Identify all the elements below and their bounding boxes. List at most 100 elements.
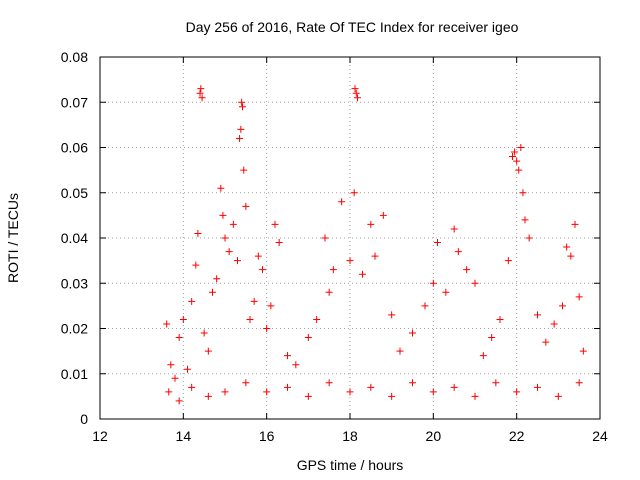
x-tick-label: 14	[176, 428, 192, 444]
data-point	[534, 383, 541, 391]
data-point	[346, 257, 354, 265]
data-point	[571, 220, 579, 228]
data-point	[263, 388, 271, 396]
data-point	[492, 379, 500, 387]
data-point	[442, 288, 450, 296]
data-point	[271, 220, 279, 228]
y-tick-label: 0.03	[61, 275, 88, 291]
grid-lines	[100, 57, 600, 419]
data-point	[196, 89, 204, 97]
data-point	[559, 302, 566, 310]
data-point	[521, 216, 529, 224]
data-point	[209, 288, 216, 296]
data-point	[284, 383, 291, 391]
data-point	[171, 374, 179, 382]
y-tick-label: 0.01	[61, 366, 88, 382]
data-point	[575, 293, 583, 301]
y-tick-label: 0.07	[61, 94, 88, 110]
data-point	[275, 239, 283, 247]
data-point	[238, 98, 246, 106]
data-point	[421, 302, 429, 310]
data-point	[563, 243, 571, 251]
data-point	[292, 361, 300, 369]
data-point	[513, 157, 521, 165]
data-point	[304, 392, 312, 400]
data-point	[239, 103, 246, 111]
data-point	[388, 311, 396, 319]
data-point	[515, 166, 523, 174]
data-point	[550, 320, 558, 328]
x-tick-label: 18	[342, 428, 358, 444]
data-point	[367, 383, 375, 391]
data-point	[388, 392, 396, 400]
data-point	[198, 94, 206, 102]
data-point	[450, 225, 458, 233]
x-tick-label: 16	[259, 428, 275, 444]
data-point	[179, 315, 187, 323]
data-point	[354, 94, 361, 102]
y-tick-label: 0.04	[61, 230, 88, 246]
data-point	[213, 275, 221, 283]
data-point	[175, 397, 183, 405]
data-point	[534, 311, 541, 319]
data-point	[163, 320, 171, 328]
data-point	[511, 148, 519, 156]
data-point	[188, 297, 196, 305]
data-point	[509, 153, 516, 161]
x-tick-label: 22	[509, 428, 525, 444]
data-point	[450, 383, 458, 391]
data-point	[175, 334, 183, 342]
data-point	[579, 347, 587, 355]
data-point	[525, 234, 533, 242]
chart-title: Day 256 of 2016, Rate Of TEC Index for r…	[186, 19, 519, 35]
data-point	[488, 334, 496, 342]
data-points	[163, 85, 587, 405]
y-tick-label: 0.06	[61, 140, 88, 156]
data-point	[325, 379, 333, 387]
data-point	[234, 257, 241, 265]
data-point	[371, 252, 379, 260]
data-point	[409, 379, 416, 387]
data-point	[504, 257, 512, 265]
x-tick-label: 12	[92, 428, 108, 444]
x-tick-label: 20	[426, 428, 442, 444]
data-point	[254, 252, 262, 260]
data-point	[338, 198, 346, 206]
data-point	[325, 288, 333, 296]
data-point	[409, 329, 416, 337]
data-point	[321, 234, 329, 242]
data-point	[221, 388, 229, 396]
data-point	[379, 211, 387, 219]
data-point	[313, 315, 321, 323]
y-axis-label: ROTI / TECUs	[5, 193, 21, 283]
data-point	[236, 134, 244, 142]
data-point	[250, 297, 258, 305]
data-point	[329, 266, 337, 274]
data-point	[346, 388, 354, 396]
data-point	[240, 166, 248, 174]
data-point	[454, 248, 462, 256]
data-point	[225, 248, 233, 256]
data-point	[242, 202, 250, 210]
data-point	[259, 266, 266, 274]
data-point	[513, 388, 521, 396]
y-tick-label: 0.02	[61, 321, 88, 337]
data-point	[194, 229, 202, 237]
y-tick-label: 0	[80, 411, 88, 427]
data-point	[496, 315, 504, 323]
data-point	[396, 347, 404, 355]
data-point	[367, 220, 375, 228]
data-point	[221, 234, 229, 242]
x-axis-label: GPS time / hours	[297, 457, 404, 473]
data-point	[352, 89, 360, 97]
data-point	[263, 325, 271, 332]
data-point	[350, 189, 358, 197]
data-point	[554, 392, 562, 400]
x-tick-label: 24	[592, 428, 608, 444]
data-point	[184, 365, 191, 373]
axis-ticks: 12 14 16 18 20 22 24 0 0.01 0.02 0.03 0.04 0.05 0.06 0…	[61, 49, 608, 444]
data-point	[359, 270, 366, 278]
y-tick-label: 0.05	[61, 185, 88, 201]
y-tick-label: 0.08	[61, 49, 88, 65]
